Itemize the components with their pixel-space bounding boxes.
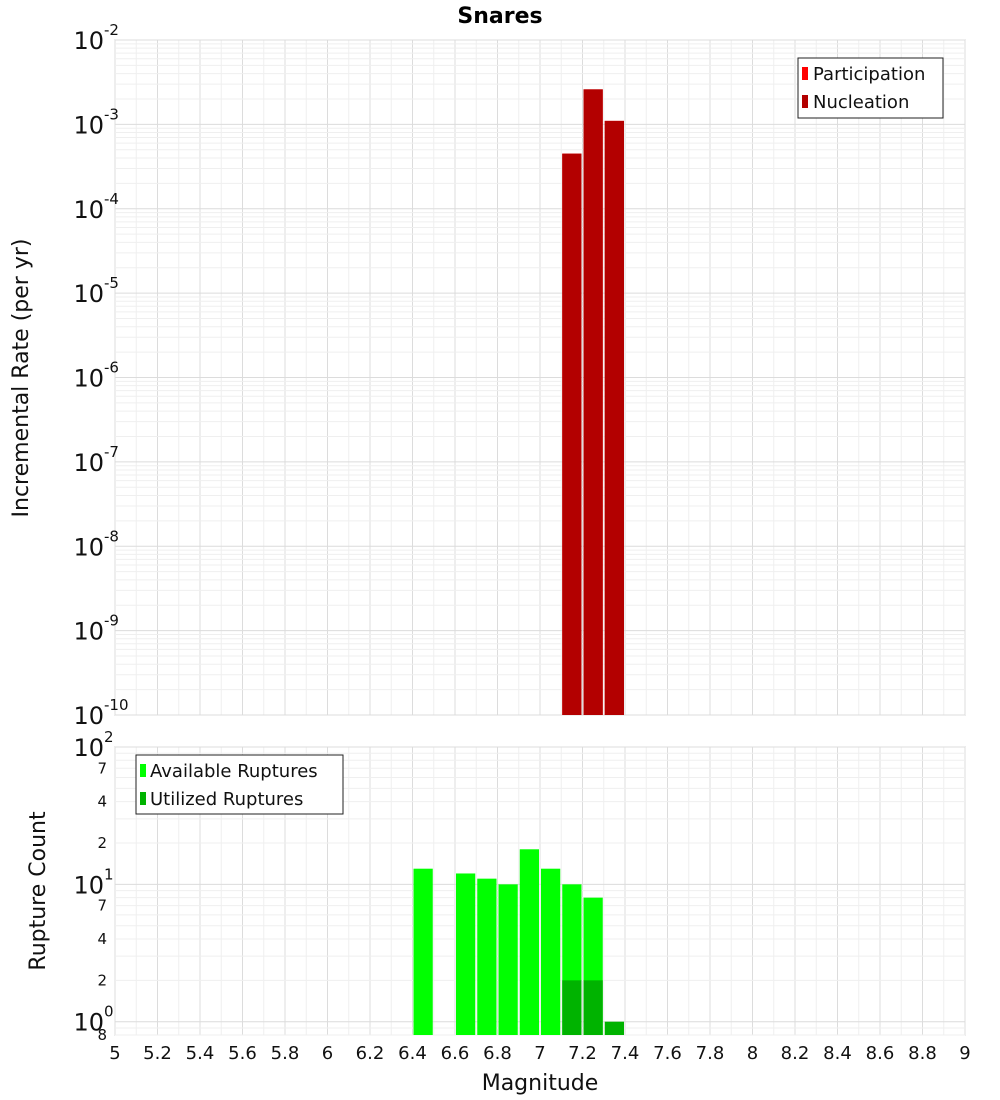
bottom-bar-utilized-ruptures — [562, 980, 582, 1035]
x-tick-label: 9 — [959, 1043, 970, 1064]
top-y-axis-label: Incremental Rate (per yr) — [9, 239, 34, 518]
legend-label-available-ruptures: Available Ruptures — [150, 761, 318, 782]
top-y-tick-label: 10 — [73, 618, 104, 646]
legend-swatch-available — [140, 764, 146, 777]
top-y-tick-exponent: -8 — [104, 527, 119, 545]
top-y-tick-exponent: -5 — [104, 274, 119, 292]
top-legend: Participation Nucleation — [797, 57, 944, 119]
top-y-tick-exponent: -4 — [104, 190, 119, 208]
top-y-tick-labels: 10-210-310-410-510-610-710-810-910-10 — [73, 21, 128, 730]
top-y-tick-exponent: -3 — [104, 105, 119, 123]
x-tick-label: 8 — [747, 1043, 758, 1064]
top-bar-nucleation — [604, 120, 624, 715]
top-grid — [114, 39, 966, 716]
bottom-y-minor-tick-label: 2 — [97, 971, 107, 989]
x-tick-label: 5.6 — [228, 1043, 257, 1064]
top-y-tick-label: 10 — [73, 365, 104, 393]
bottom-y-minor-tick-label: 7 — [97, 897, 107, 915]
bottom-y-tick-exponent: 0 — [104, 1003, 114, 1021]
legend-label-utilized-ruptures: Utilized Ruptures — [150, 789, 303, 810]
top-bar-nucleation — [583, 89, 603, 715]
legend-swatch-participation — [802, 67, 808, 80]
top-y-tick-label: 10 — [73, 280, 104, 308]
bottom-y-tick-exponent: 1 — [104, 865, 114, 883]
top-y-tick-label: 10 — [73, 449, 104, 477]
top-y-tick-label: 10 — [73, 111, 104, 139]
top-y-tick-exponent: -6 — [104, 359, 119, 377]
top-y-tick-label: 10 — [73, 533, 104, 561]
top-y-tick-exponent: -2 — [104, 21, 119, 39]
bottom-y-minor-tick-label: 8 — [97, 1026, 107, 1044]
top-y-tick-exponent: -9 — [104, 612, 119, 630]
chart-title: Snares — [457, 4, 542, 29]
bottom-bar-available-ruptures — [477, 878, 497, 1035]
bottom-y-minor-tick-label: 2 — [97, 834, 107, 852]
x-tick-label: 5.2 — [143, 1043, 172, 1064]
bottom-legend: Available Ruptures Utilized Ruptures — [135, 754, 344, 815]
x-tick-label: 5 — [109, 1043, 120, 1064]
x-tick-label: 6.8 — [483, 1043, 512, 1064]
legend-swatch-utilized — [140, 792, 146, 805]
bottom-bar-available-ruptures — [413, 868, 433, 1035]
x-tick-label: 7.2 — [568, 1043, 597, 1064]
bottom-bar-available-ruptures — [498, 884, 518, 1035]
top-bars — [562, 89, 624, 715]
bottom-bar-available-ruptures — [519, 849, 539, 1035]
x-tick-label: 8.6 — [866, 1043, 895, 1064]
bottom-legend-box — [135, 754, 344, 815]
x-tick-label: 7.4 — [611, 1043, 640, 1064]
x-tick-label: 6 — [322, 1043, 333, 1064]
x-tick-label: 6.4 — [398, 1043, 427, 1064]
bottom-y-tick-label: 10 — [73, 871, 104, 899]
x-tick-labels: 5 5.2 5.4 5.6 5.8 6 6.2 6.4 6.6 6.8 7 7.2 7.4 7.6 7.8 8… — [109, 1043, 970, 1064]
bottom-y-minor-tick-label: 4 — [97, 930, 107, 948]
bottom-bar-utilized-ruptures — [583, 980, 603, 1035]
bottom-y-minor-tick-label: 4 — [97, 793, 107, 811]
bottom-y-axis-label: Rupture Count — [26, 811, 51, 971]
bottom-bar-available-ruptures — [541, 868, 561, 1035]
bottom-y-tick-label: 10 — [73, 734, 104, 762]
top-y-tick-label: 10 — [73, 27, 104, 55]
x-tick-label: 5.4 — [186, 1043, 215, 1064]
x-tick-label: 7.8 — [696, 1043, 725, 1064]
top-y-tick-exponent: -7 — [104, 443, 119, 461]
top-y-tick-label: 10 — [73, 702, 104, 730]
x-tick-label: 7 — [534, 1043, 545, 1064]
x-tick-label: 6.2 — [356, 1043, 385, 1064]
legend-label-participation: Participation — [813, 64, 925, 85]
bottom-bars — [413, 849, 624, 1035]
top-y-tick-label: 10 — [73, 196, 104, 224]
x-tick-label: 8.8 — [908, 1043, 937, 1064]
bottom-y-tick-exponent: 2 — [104, 728, 114, 746]
bottom-bar-available-ruptures — [456, 873, 476, 1035]
bottom-y-minor-tick-label: 7 — [97, 759, 107, 777]
bottom-bar-utilized-ruptures — [604, 1021, 624, 1035]
x-axis-label: Magnitude — [482, 1071, 599, 1096]
x-tick-label: 8.2 — [781, 1043, 810, 1064]
top-y-tick-exponent: -10 — [104, 696, 129, 714]
x-tick-label: 7.6 — [653, 1043, 682, 1064]
x-tick-label: 6.6 — [441, 1043, 470, 1064]
legend-label-nucleation: Nucleation — [813, 92, 909, 113]
x-tick-label: 8.4 — [823, 1043, 852, 1064]
bottom-y-tick-label: 10 — [73, 1009, 104, 1037]
x-tick-label: 5.8 — [271, 1043, 300, 1064]
legend-swatch-nucleation — [802, 95, 808, 108]
top-bar-nucleation — [562, 153, 582, 715]
top-legend-box — [797, 57, 944, 119]
